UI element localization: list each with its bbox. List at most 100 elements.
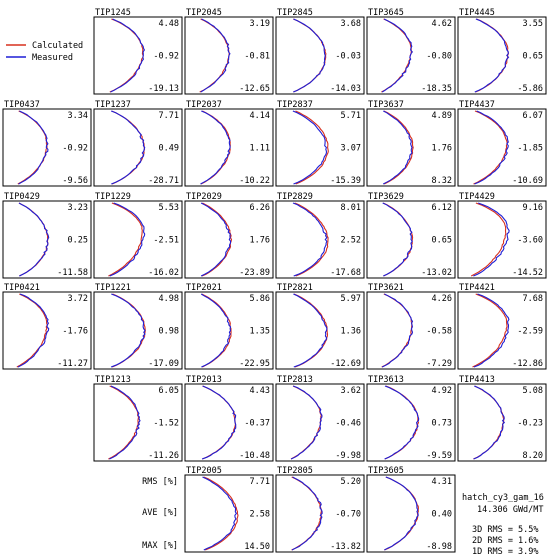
measured-line xyxy=(381,18,414,93)
max-value: -28.71 xyxy=(148,176,179,186)
max-value: -10.69 xyxy=(512,176,543,186)
panel-title: TIP2045 xyxy=(186,8,222,18)
ave-value: -0.80 xyxy=(426,52,452,62)
panel-frame xyxy=(184,383,274,462)
stats-labels: RMS [%] AVE [%] MAX [%] xyxy=(142,477,178,551)
panel-title: TIP0421 xyxy=(4,283,40,293)
max-value: -9.56 xyxy=(62,176,88,186)
calculated-line xyxy=(381,293,413,368)
measured-line xyxy=(18,202,50,277)
measured-line xyxy=(110,293,146,368)
panel-tip3637: TIP3637 4.89 1.76 8.32 xyxy=(366,100,456,187)
measured-line xyxy=(382,110,413,185)
measured-line xyxy=(200,110,231,185)
panel-frame xyxy=(93,200,183,279)
panel-frame xyxy=(366,474,456,553)
max-label: MAX [%] xyxy=(142,541,178,551)
rms-value: 4.14 xyxy=(250,111,270,121)
ave-value: -1.76 xyxy=(62,327,88,337)
calculated-line xyxy=(470,202,507,277)
panel-tip0437: TIP0437 3.34 -0.92 -9.56 xyxy=(2,100,92,187)
measured-line xyxy=(200,18,231,93)
panel-tip3605: TIP3605 4.31 0.40 -8.98 xyxy=(366,466,456,553)
calculated-line xyxy=(384,385,420,460)
panel-frame xyxy=(184,291,274,370)
panel-tip2037: TIP2037 4.14 1.11 -10.22 xyxy=(184,100,274,187)
ave-value: 0.40 xyxy=(432,510,452,520)
panel-tip2029: TIP2029 6.26 1.76 -23.89 xyxy=(184,192,274,279)
max-value: -22.95 xyxy=(239,359,270,369)
panel-frame xyxy=(2,291,92,370)
panel-title: TIP2821 xyxy=(277,283,313,293)
measured-line xyxy=(473,202,510,277)
max-value: -10.48 xyxy=(239,451,270,461)
panel-title: TIP2829 xyxy=(277,192,313,202)
panel-title: TIP3613 xyxy=(368,375,404,385)
panel-tip2821: TIP2821 5.97 1.36 -12.69 xyxy=(275,283,365,370)
rms-value: 9.16 xyxy=(523,203,543,213)
measured-line xyxy=(290,385,323,460)
calculated-line xyxy=(473,385,505,460)
panel-tip2021: TIP2021 5.86 1.35 -22.95 xyxy=(184,283,274,370)
max-value: -12.65 xyxy=(239,84,270,94)
case-burnup: 14.306 GWd/MT xyxy=(477,505,544,515)
panel-title: TIP2005 xyxy=(186,466,222,476)
rms-value: 5.97 xyxy=(341,294,361,304)
panel-frame xyxy=(275,108,365,187)
ave-value: -0.46 xyxy=(335,419,361,429)
max-value: -17.09 xyxy=(148,359,179,369)
measured-line xyxy=(292,202,328,277)
max-value: -12.69 xyxy=(330,359,361,369)
panel-title: TIP4445 xyxy=(459,8,495,18)
panel-frame xyxy=(457,383,547,462)
ave-value: -0.37 xyxy=(244,419,270,429)
panel-tip4429: TIP4429 9.16 -3.60 -14.52 xyxy=(457,192,547,279)
panel-frame xyxy=(2,200,92,279)
panel-frame xyxy=(366,108,456,187)
calculated-line xyxy=(109,18,144,93)
ave-value: -0.81 xyxy=(244,52,270,62)
panel-title: TIP1245 xyxy=(95,8,131,18)
calculated-line xyxy=(473,110,508,185)
panel-title: TIP3629 xyxy=(368,192,404,202)
rms-value: 6.05 xyxy=(159,386,179,396)
panel-title: TIP2805 xyxy=(277,466,313,476)
panel-frame xyxy=(275,16,365,95)
ave-value: 0.98 xyxy=(159,327,179,337)
measured-line xyxy=(381,293,414,368)
calculated-line xyxy=(108,385,140,460)
measured-line xyxy=(200,293,232,368)
panel-frame xyxy=(93,16,183,95)
measured-line xyxy=(110,18,146,93)
ave-value: -0.23 xyxy=(517,419,543,429)
calculated-line xyxy=(291,476,322,551)
ave-value: -2.51 xyxy=(153,236,179,246)
ave-value: -0.92 xyxy=(153,52,179,62)
max-value: -13.82 xyxy=(330,542,361,552)
ave-value: 3.07 xyxy=(341,144,361,154)
rms-value: 3.34 xyxy=(68,111,88,121)
ave-value: 0.25 xyxy=(68,236,88,246)
measured-line xyxy=(474,18,510,93)
panel-tip1237: TIP1237 7.71 0.49 -28.71 xyxy=(93,100,183,187)
ave-value: 2.52 xyxy=(341,236,361,246)
rms-2d: 2D RMS = 1.6% xyxy=(472,536,539,546)
panel-frame xyxy=(366,383,456,462)
measured-line xyxy=(200,202,232,277)
panel-title: TIP4413 xyxy=(459,375,495,385)
max-value: -15.39 xyxy=(330,176,361,186)
calculated-line xyxy=(294,202,329,277)
calculated-line xyxy=(111,293,146,368)
panel-frame xyxy=(366,291,456,370)
panel-title: TIP4437 xyxy=(459,100,495,110)
panel-title: TIP2029 xyxy=(186,192,222,202)
measured-line xyxy=(473,385,506,460)
panel-title: TIP3621 xyxy=(368,283,404,293)
panel-frame xyxy=(457,291,547,370)
rms-value: 6.07 xyxy=(523,111,543,121)
panel-tip3613: TIP3613 4.92 0.73 -9.59 xyxy=(366,375,456,462)
rms-value: 4.31 xyxy=(432,477,452,487)
panel-frame xyxy=(275,383,365,462)
panel-tip2829: TIP2829 8.01 2.52 -17.68 xyxy=(275,192,365,279)
panel-frame xyxy=(457,16,547,95)
